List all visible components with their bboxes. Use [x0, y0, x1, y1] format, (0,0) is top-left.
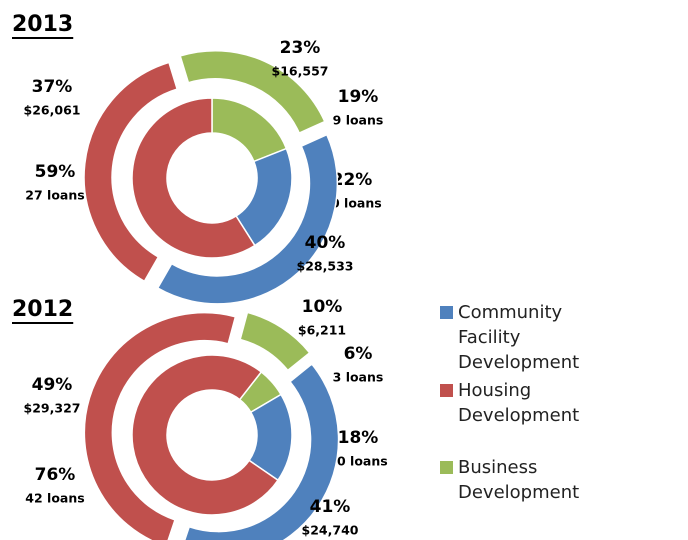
legend-swatch [440, 306, 453, 319]
legend-label: Housing Development [458, 380, 580, 426]
outer-amount-label: $29,327 [24, 401, 81, 416]
outer-amount-label: $6,211 [298, 323, 346, 338]
inner-amount-label: 3 loans [333, 370, 384, 385]
inner-percent-label: 22% [332, 170, 373, 190]
legend-item: Business Development [440, 455, 630, 505]
outer-percent-label: 49% [32, 375, 73, 395]
inner-percent-label: 59% [35, 162, 76, 182]
inner-amount-label: 42 loans [25, 491, 84, 506]
outer-amount-label: $16,557 [272, 64, 329, 79]
outer-segment [183, 362, 340, 540]
legend-label: Business Development [458, 457, 580, 503]
outer-segment [83, 61, 179, 283]
inner-segment [131, 97, 256, 259]
outer-percent-label: 40% [305, 233, 346, 253]
outer-amount-label: $26,061 [24, 103, 81, 118]
inner-percent-label: 19% [338, 87, 379, 107]
outer-segment [156, 133, 339, 305]
outer-segment [179, 49, 326, 134]
legend-item: Community Facility Development [440, 300, 630, 375]
inner-amount-label: 27 loans [25, 188, 84, 203]
outer-percent-label: 41% [310, 497, 351, 517]
inner-amount-label: 10 loans [328, 454, 387, 469]
inner-segment [131, 354, 280, 516]
outer-amount-label: $28,533 [297, 259, 354, 274]
outer-amount-label: $24,740 [302, 523, 359, 538]
outer-percent-label: 23% [280, 38, 321, 58]
inner-segment [211, 97, 288, 163]
inner-amount-label: 9 loans [333, 113, 384, 128]
outer-segment [83, 312, 237, 540]
chart-title: 2012 [12, 297, 73, 322]
inner-percent-label: 6% [344, 344, 373, 364]
legend-swatch [440, 384, 453, 397]
inner-percent-label: 18% [338, 428, 379, 448]
legend-item: Housing Development [440, 378, 630, 428]
chart-title: 2013 [12, 12, 73, 37]
outer-percent-label: 10% [302, 297, 343, 317]
inner-percent-label: 76% [35, 465, 76, 485]
outer-segment [239, 311, 311, 372]
legend-label: Community Facility Development [458, 302, 580, 373]
legend-swatch [440, 461, 453, 474]
outer-percent-label: 37% [32, 77, 73, 97]
